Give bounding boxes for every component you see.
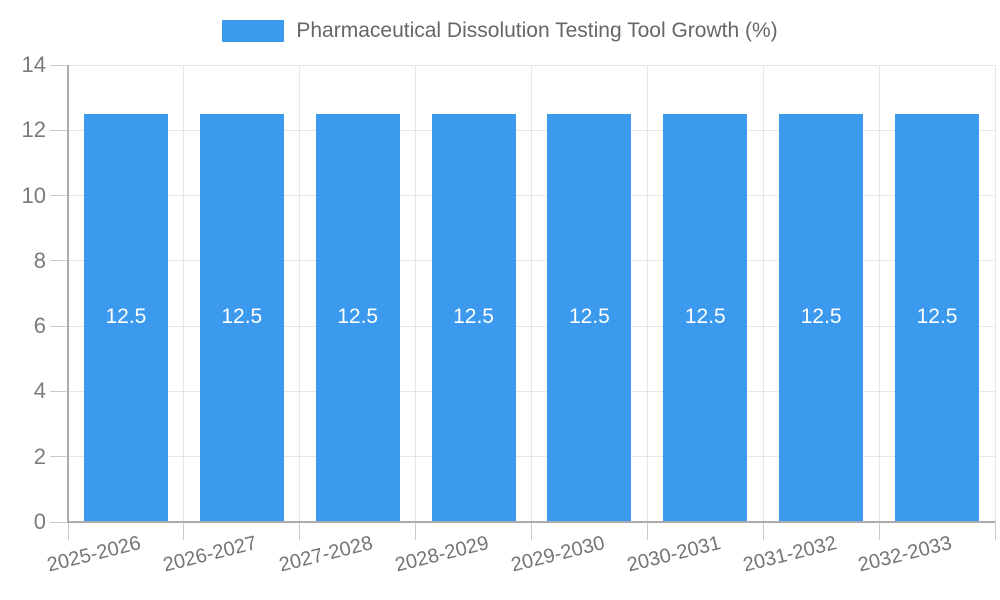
bar-value-label: 12.5 — [800, 305, 842, 329]
x-gridline — [994, 65, 996, 522]
x-tick-label: 2029-2030 — [508, 532, 607, 577]
bar-value-label: 12.5 — [568, 305, 610, 329]
x-tick-label: 2032-2033 — [856, 532, 955, 577]
y-tick-label: 12 — [21, 117, 46, 143]
x-gridline — [299, 65, 301, 522]
x-tick-label: 2030-2031 — [624, 532, 723, 577]
legend-label: Pharmaceutical Dissolution Testing Tool … — [296, 19, 778, 42]
x-axis-line — [68, 521, 995, 523]
y-tick-label: 14 — [21, 52, 46, 77]
x-tick-mark — [415, 522, 417, 540]
bar: 12.5 — [895, 113, 980, 521]
x-tick-label: 2028-2029 — [392, 532, 491, 577]
bar: 12.5 — [431, 113, 516, 521]
bar: 12.5 — [663, 113, 748, 521]
y-tick-label: 4 — [33, 378, 46, 404]
x-tick-mark — [531, 522, 532, 540]
x-tick-label: 2027-2028 — [276, 532, 376, 577]
x-tick-mark — [762, 522, 764, 540]
bar-value-label: 12.5 — [337, 305, 379, 329]
y-tick-mark — [50, 260, 68, 262]
y-tick-mark — [50, 129, 68, 131]
bar-value-label: 12.5 — [684, 305, 726, 329]
x-tick-label: 2031-2032 — [740, 532, 839, 577]
y-tick-mark — [50, 64, 68, 66]
bar-value-label: 12.5 — [105, 305, 147, 329]
bar: 12.5 — [779, 113, 864, 521]
bar: 12.5 — [199, 113, 284, 521]
y-tick-label: 8 — [33, 247, 46, 273]
y-tick-label: 0 — [33, 509, 46, 534]
y-tick-mark — [50, 325, 68, 327]
x-gridline — [878, 65, 880, 522]
x-tick-label: 2026-2027 — [160, 532, 260, 577]
y-tick-mark — [50, 195, 68, 197]
chart-legend[interactable]: Pharmaceutical Dissolution Testing Tool … — [0, 14, 1000, 48]
x-gridline — [415, 65, 417, 522]
bar: 12.5 — [83, 113, 168, 521]
x-tick-mark — [183, 522, 185, 540]
x-tick-mark — [67, 522, 69, 540]
x-tick-mark — [646, 522, 648, 540]
y-tick-mark — [50, 521, 68, 523]
y-tick-label: 6 — [33, 313, 46, 339]
x-gridline — [646, 65, 648, 522]
bar-value-label: 12.5 — [916, 305, 958, 329]
x-tick-mark — [994, 522, 996, 540]
x-gridline — [183, 65, 185, 522]
bar-value-label: 12.5 — [453, 305, 494, 329]
y-tick-label: 2 — [33, 443, 46, 469]
x-gridline — [531, 65, 532, 522]
bar-value-label: 12.5 — [221, 305, 263, 329]
legend-swatch-icon — [222, 20, 285, 42]
x-gridline — [762, 65, 764, 522]
x-tick-mark — [878, 522, 880, 540]
y-axis-line — [67, 65, 69, 523]
y-tick-mark — [50, 390, 68, 392]
x-tick-label: 2025-2026 — [45, 532, 144, 577]
y-tick-label: 10 — [21, 182, 46, 208]
bar: 12.5 — [315, 113, 400, 521]
y-tick-mark — [50, 456, 68, 458]
x-tick-mark — [299, 522, 301, 540]
bar: 12.5 — [547, 113, 632, 521]
